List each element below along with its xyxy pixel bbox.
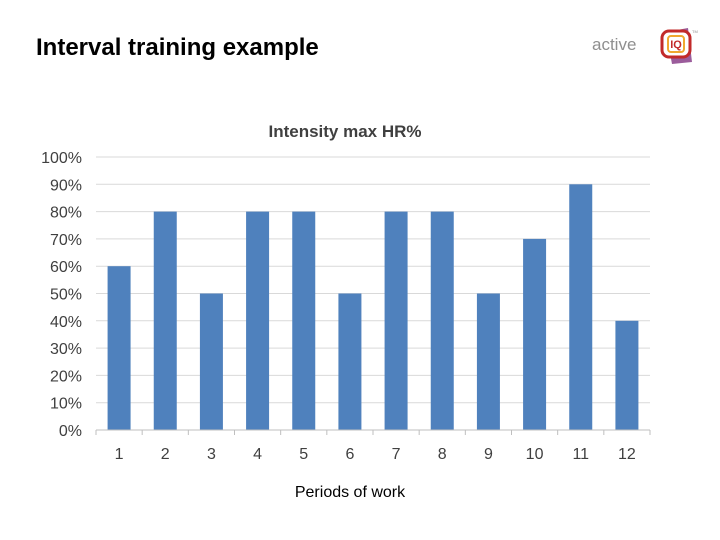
bar-8 (430, 211, 454, 430)
x-tick-label: 10 (526, 446, 544, 463)
y-tick-label: 70% (50, 232, 82, 249)
bars (107, 184, 639, 430)
y-tick-label: 40% (50, 314, 82, 331)
bar-6 (338, 293, 362, 430)
x-tick-label: 11 (572, 446, 589, 463)
y-tick-label: 10% (50, 396, 82, 413)
x-tick-label: 5 (299, 446, 308, 463)
logo-mark-icon: IQ (660, 28, 692, 64)
y-tick-label: 80% (50, 205, 82, 222)
x-tick-label: 12 (618, 446, 636, 463)
x-axis-ticks: 1 2 3 4 5 6 7 8 9 10 11 12 (95, 430, 651, 463)
y-tick-label: 50% (50, 287, 82, 304)
logo-tm: TM (692, 29, 698, 34)
x-tick-label: 2 (161, 446, 170, 463)
slide-title: Interval training example (36, 34, 319, 61)
logo-mark-text: IQ (670, 39, 682, 51)
x-tick-label: 8 (438, 446, 447, 463)
gridlines (96, 156, 650, 404)
bar-10 (523, 238, 547, 430)
bar-9 (476, 293, 500, 430)
x-tick-label: 6 (345, 446, 354, 463)
bar-5 (292, 211, 316, 430)
x-tick-label: 7 (392, 446, 401, 463)
y-tick-label: 30% (50, 341, 82, 358)
bar-1 (107, 266, 131, 430)
bar-7 (384, 211, 408, 430)
x-tick-label: 9 (484, 446, 493, 463)
x-axis-label: Periods of work (294, 484, 406, 501)
x-tick-label: 3 (207, 446, 216, 463)
x-tick-label: 4 (253, 446, 262, 463)
bar-4 (246, 211, 270, 430)
y-tick-label: 20% (50, 368, 82, 385)
y-axis-ticks: 0% 10% 20% 30% 40% 50% 60% 70% 80% 90% 100% (41, 150, 82, 440)
active-iq-logo: active IQ TM (592, 28, 698, 64)
y-tick-label: 90% (50, 177, 82, 194)
y-tick-label: 0% (59, 423, 82, 440)
bar-12 (615, 320, 639, 430)
chart-title: Intensity max HR% (268, 122, 421, 141)
x-tick-label: 1 (115, 446, 124, 463)
y-tick-label: 100% (41, 150, 82, 167)
y-tick-label: 60% (50, 259, 82, 276)
bar-3 (199, 293, 223, 430)
bar-11 (569, 184, 593, 430)
logo-wordmark: active (592, 35, 636, 54)
bar-2 (153, 211, 177, 430)
